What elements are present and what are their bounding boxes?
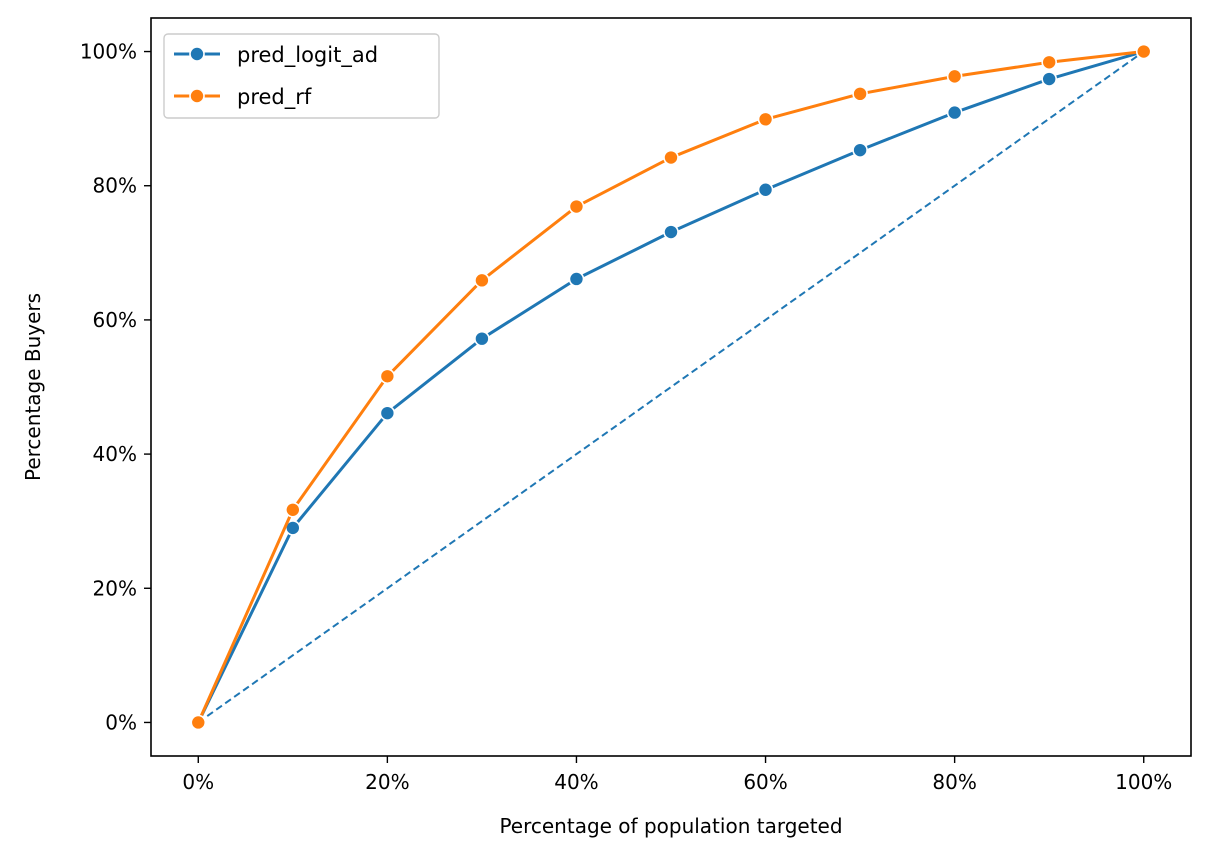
x-tick-label: 100% xyxy=(1115,770,1172,794)
data-point-pred-logit-ad xyxy=(568,271,585,287)
data-point-pred-logit-ad xyxy=(474,330,490,347)
y-tick-label: 40% xyxy=(93,442,137,466)
data-point-pred-rf xyxy=(379,368,396,385)
data-point-pred-rf xyxy=(757,111,774,128)
data-point-pred-logit-ad xyxy=(946,104,963,121)
x-tick-label: 40% xyxy=(554,770,598,794)
legend-label: pred_logit_ad xyxy=(237,43,378,68)
data-point-pred-rf xyxy=(1135,43,1152,60)
data-point-pred-rf xyxy=(852,86,868,102)
series-layer xyxy=(190,43,1152,731)
data-point-pred-rf xyxy=(663,149,679,166)
y-tick-label: 60% xyxy=(93,308,137,332)
reference-line-layer xyxy=(197,50,1145,724)
y-tick-label: 80% xyxy=(93,174,137,198)
legend-box xyxy=(163,33,440,119)
data-point-pred-logit-ad xyxy=(663,224,679,240)
x-tick-label: 0% xyxy=(182,770,214,794)
y-axis-ticks: 0% 20% 40% 60% 80% 100% xyxy=(80,40,151,734)
x-tick-label: 20% xyxy=(365,770,409,794)
data-point-pred-rf xyxy=(474,272,490,289)
data-point-pred-logit-ad xyxy=(757,181,774,198)
data-point-pred-rf xyxy=(946,68,963,85)
data-point-pred-rf xyxy=(568,198,585,215)
legend-item-pred-logit-ad: pred_logit_ad xyxy=(174,43,378,68)
x-tick-label: 80% xyxy=(932,770,976,794)
legend-item-pred-rf: pred_rf xyxy=(174,85,312,110)
data-point-pred-rf xyxy=(1041,54,1057,71)
x-tick-label: 60% xyxy=(743,770,787,794)
data-point-pred-logit-ad xyxy=(1041,71,1057,87)
data-point-pred-logit-ad xyxy=(852,142,868,158)
y-axis-label: Percentage Buyers xyxy=(21,293,45,481)
reference-diagonal-line xyxy=(197,50,1145,724)
data-point-pred-logit-ad xyxy=(379,405,396,421)
x-axis-ticks: 0% 20% 40% 60% 80% 100% xyxy=(182,756,1172,794)
series-pred-rf xyxy=(190,43,1152,731)
data-point-pred-rf xyxy=(285,501,301,518)
legend-swatch-marker xyxy=(189,46,205,62)
legend: pred_logit_ad pred_rf xyxy=(163,33,440,119)
legend-label: pred_rf xyxy=(237,85,312,110)
y-tick-label: 20% xyxy=(93,576,137,600)
data-point-pred-rf xyxy=(190,714,207,731)
y-tick-label: 100% xyxy=(80,40,137,64)
y-tick-label: 0% xyxy=(105,710,137,734)
x-axis-label: Percentage of population targeted xyxy=(499,814,842,838)
legend-swatch-marker xyxy=(189,88,205,104)
series-pred-logit-ad xyxy=(190,43,1152,731)
